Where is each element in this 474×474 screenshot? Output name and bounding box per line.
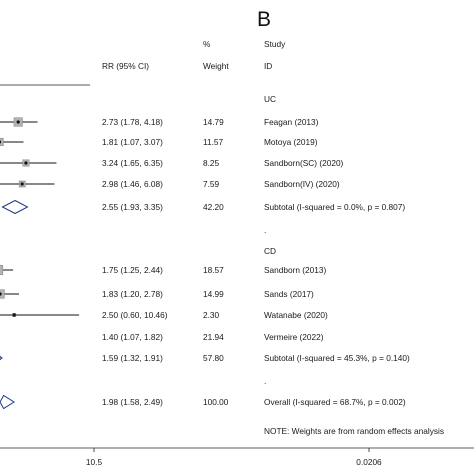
weight-header: Weight	[203, 61, 229, 71]
rr-ci-header: RR (95% CI)	[102, 61, 149, 71]
separator-dot: .	[264, 225, 266, 235]
rr-ci-value: 2.55 (1.93, 3.35)	[102, 202, 163, 212]
summary-diamond	[0, 355, 3, 361]
separator-dot: .	[264, 376, 266, 386]
point-estimate	[12, 313, 16, 317]
weight-value: 8.25	[203, 158, 220, 168]
weight-value: 18.57	[203, 265, 224, 275]
weight-box	[0, 137, 4, 147]
rr-ci-value: 1.83 (1.20, 2.78)	[102, 289, 163, 299]
weight-value: 2.30	[203, 310, 220, 320]
weight-value: 14.79	[203, 117, 224, 127]
rr-ci-value: 1.98 (1.58, 2.49)	[102, 397, 163, 407]
study-label: Sands (2017)	[264, 289, 314, 299]
weight-box	[0, 264, 4, 276]
rr-ci-value: 2.98 (1.46, 6.08)	[102, 179, 163, 189]
x-tick-label: 10.5	[86, 457, 103, 467]
group-label-cd: CD	[264, 246, 276, 256]
id-header: ID	[264, 61, 272, 71]
summary-diamond	[0, 394, 15, 410]
rr-ci-value: 1.40 (1.07, 1.82)	[102, 332, 163, 342]
rr-ci-value: 3.24 (1.65, 6.35)	[102, 158, 163, 168]
study-label: Watanabe (2020)	[264, 310, 328, 320]
rr-ci-value: 1.81 (1.07, 3.07)	[102, 137, 163, 147]
study-label: Feagan (2013)	[264, 117, 319, 127]
point-estimate	[16, 120, 20, 124]
weight-box	[0, 289, 5, 299]
study-label: Sandborn(IV) (2020)	[264, 179, 340, 189]
overall-label: Overall (I-squared = 68.7%, p = 0.002)	[264, 397, 406, 407]
study-label: Vermeire (2022)	[264, 332, 324, 342]
percent-header: %	[203, 39, 211, 49]
rr-ci-value: 2.73 (1.78, 4.18)	[102, 117, 163, 127]
group-label-uc: UC	[264, 94, 276, 104]
weight-value: 42.20	[203, 202, 224, 212]
plot-area: 2.73 (1.78, 4.18) 14.79 Feagan (2013) 1.81 …	[0, 117, 410, 410]
weight-value: 100.00	[203, 397, 229, 407]
x-tick-label: 0.0206	[356, 457, 382, 467]
panel-label: B	[257, 8, 271, 31]
subtotal-label: Subtotal (I-squared = 45.3%, p = 0.140)	[264, 353, 410, 363]
summary-diamond	[1, 199, 29, 215]
subtotal-label: Subtotal (I-squared = 0.0%, p = 0.807)	[264, 202, 405, 212]
weight-value: 57.80	[203, 353, 224, 363]
weight-value: 21.94	[203, 332, 224, 342]
point-estimate	[20, 182, 24, 186]
rr-ci-value: 1.75 (1.25, 2.44)	[102, 265, 163, 275]
study-label: Sandborn(SC) (2020)	[264, 158, 344, 168]
study-label: Motoya (2019)	[264, 137, 318, 147]
point-estimate	[24, 161, 28, 165]
rr-ci-value: 2.50 (0.60, 10.46)	[102, 310, 168, 320]
weight-value: 14.99	[203, 289, 224, 299]
point-estimate	[0, 140, 2, 144]
point-estimate	[0, 292, 2, 296]
weights-note: NOTE: Weights are from random effects an…	[264, 426, 444, 436]
study-header: Study	[264, 39, 286, 49]
weight-value: 11.57	[203, 137, 224, 147]
weight-value: 7.59	[203, 179, 220, 189]
study-label: Sandborn (2013)	[264, 265, 327, 275]
rr-ci-value: 1.59 (1.32, 1.91)	[102, 353, 163, 363]
